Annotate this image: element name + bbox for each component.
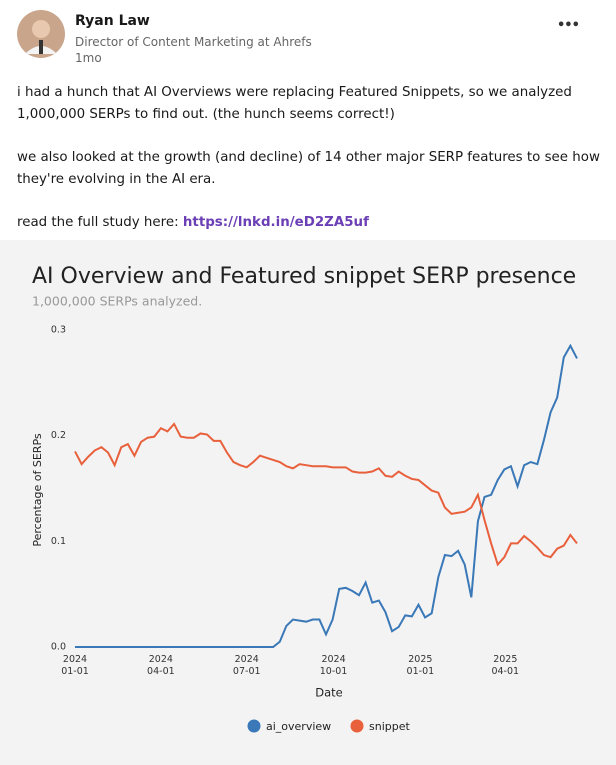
author-name[interactable]: Ryan Law: [75, 13, 150, 29]
x-tick-label: 2024 04-01: [147, 654, 175, 677]
chart-title: AI Overview and Featured snippet SERP pr…: [32, 264, 576, 289]
line: [75, 343, 578, 649]
link-prefix: read the full study here:: [17, 215, 179, 230]
y-tick-label: 0.1: [51, 536, 66, 547]
paragraph: read the full study here: https://lnkd.i…: [17, 212, 607, 234]
y-tick-label: 0.3: [51, 324, 66, 335]
paragraph: i had a hunch that AI Overviews were rep…: [17, 85, 572, 122]
x-axis-label: Date: [315, 686, 343, 700]
link[interactable]: https://lnkd.in/eD2ZA5uf: [182, 215, 369, 230]
x-tick-label: 2024 01-01: [61, 654, 89, 677]
x-tick-label: 2025 01-01: [406, 654, 435, 677]
legend-marker: [350, 719, 364, 733]
paragraph: we also looked at the growth (and declin…: [17, 150, 600, 187]
line: [74, 422, 578, 567]
x-tick-label: 2024 07-01: [232, 654, 261, 677]
x-tick-label: 2025 04-01: [491, 654, 520, 677]
chart: AI Overview and Featured snippet SERP pr…: [31, 264, 578, 733]
y-tick-label: 0.0: [51, 642, 66, 653]
author-headline: Director of Content Marketing at Ahrefs: [75, 35, 312, 49]
post-body: i had a hunch that AI Overviews were rep…: [17, 82, 607, 256]
legend-label: ai_overview: [266, 720, 331, 733]
legend-label: snippet: [369, 720, 410, 733]
chart-subtitle: 1,000,000 SERPs analyzed.: [32, 294, 202, 309]
avatar[interactable]: [17, 10, 65, 58]
y-tick-label: 0.2: [51, 430, 66, 441]
more-menu[interactable]: •••: [557, 18, 580, 33]
post-age: 1mo: [75, 51, 102, 65]
legend-marker: [247, 719, 261, 733]
chart-image: AI Overview and Featured snippet SERP pr…: [0, 240, 616, 765]
y-axis-label: Percentage of SERPs: [31, 433, 44, 546]
x-tick-label: 2024 10-01: [319, 654, 348, 677]
